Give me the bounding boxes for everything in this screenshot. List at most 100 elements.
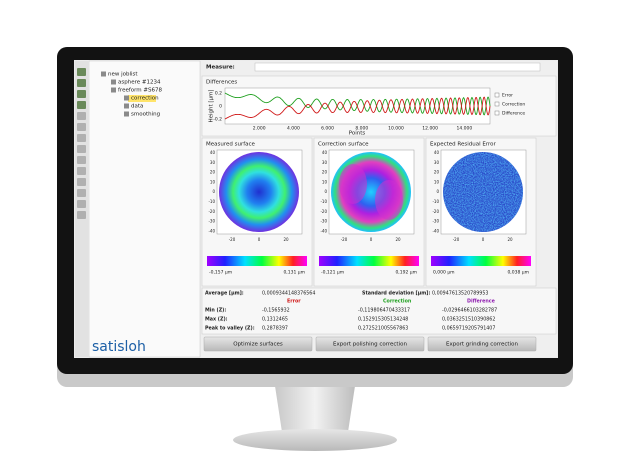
toolbar-icon[interactable] xyxy=(77,156,86,164)
legend-checkbox[interactable] xyxy=(494,92,500,98)
x-tick-label: 2.000 xyxy=(253,126,266,132)
stat-value: -0,119806470433317 xyxy=(358,308,410,314)
colorbar-max: 0,038 µm xyxy=(507,270,529,276)
colorbar-max: 0,131 µm xyxy=(283,270,305,276)
map-y-tick: 30 xyxy=(322,160,328,165)
map-x-tick: 0 xyxy=(258,237,261,242)
stat-label: Max (Z): xyxy=(205,317,228,323)
map-y-tick: 20 xyxy=(210,170,216,175)
toolbar-icon[interactable] xyxy=(77,101,86,109)
tree-selection xyxy=(128,95,156,102)
stat-header: Error xyxy=(287,299,301,305)
map-y-tick: 20 xyxy=(434,170,440,175)
x-tick-label: 12.000 xyxy=(422,126,438,132)
tree-item[interactable]: freeform #S678 xyxy=(118,88,163,94)
x-tick-label: 14.000 xyxy=(456,126,472,132)
map-title: Correction surface xyxy=(318,142,369,148)
toolbar-icon[interactable] xyxy=(77,167,86,175)
map-y-tick: -30 xyxy=(432,219,439,224)
map-noise xyxy=(443,152,523,232)
map-y-tick: 10 xyxy=(210,179,216,184)
toolbar-icon[interactable] xyxy=(77,145,86,153)
legend-checkbox[interactable] xyxy=(494,110,500,116)
map-y-tick: 30 xyxy=(434,160,440,165)
toolbar-icon[interactable] xyxy=(77,211,86,219)
y-tick-label: 0.2 xyxy=(215,91,222,97)
tree-item[interactable]: smoothing xyxy=(131,112,160,118)
tree-icon xyxy=(124,95,129,101)
tree-item[interactable]: asphere #1234 xyxy=(118,80,161,86)
stat-value: 0,0009344148376564 xyxy=(262,291,315,297)
tree-icon xyxy=(124,103,129,109)
tree-icon xyxy=(111,87,116,93)
stat-value: -0,1565932 xyxy=(262,308,290,314)
map-y-tick: 0 xyxy=(212,189,215,194)
stat-value: 0,152915305134248 xyxy=(358,317,408,323)
map-x-tick: -20 xyxy=(229,237,236,242)
map-y-tick: -20 xyxy=(432,209,439,214)
button[interactable] xyxy=(315,336,425,352)
map-blob xyxy=(375,180,403,220)
button-label[interactable]: Export polishing correction xyxy=(333,342,407,348)
map-y-tick: 10 xyxy=(322,179,328,184)
map-y-tick: -20 xyxy=(208,209,215,214)
colorbar xyxy=(319,256,419,266)
map-y-tick: 20 xyxy=(322,170,328,175)
toolbar-icon[interactable] xyxy=(77,200,86,208)
toolbar-icon[interactable] xyxy=(77,79,86,87)
button[interactable] xyxy=(203,336,313,352)
button[interactable] xyxy=(427,336,537,352)
stat-value: 0,00947613520789953 xyxy=(432,291,488,297)
x-tick-label: 4.000 xyxy=(287,126,300,132)
toolbar-icon[interactable] xyxy=(77,123,86,131)
toolbar-icon[interactable] xyxy=(77,90,86,98)
tree-item[interactable]: data xyxy=(131,104,143,110)
tree-item[interactable]: correction xyxy=(131,96,159,102)
colorbar-max: 0,192 µm xyxy=(395,270,417,276)
stat-value: 0,0363251510390862 xyxy=(442,317,495,323)
legend-label: Error xyxy=(502,93,513,99)
toolbar-icon[interactable] xyxy=(77,134,86,142)
colorbar-min: -0,157 µm xyxy=(209,270,232,276)
measure-label: Measure: xyxy=(206,65,235,71)
stats-panel xyxy=(201,287,557,335)
map-x-tick: 20 xyxy=(507,237,513,242)
stat-value: 0,272521005567863 xyxy=(358,326,408,332)
map-y-tick: -40 xyxy=(208,228,215,233)
map-y-tick: 0 xyxy=(436,189,439,194)
map-x-tick: 0 xyxy=(482,237,485,242)
stat-label: Min (Z): xyxy=(205,308,226,314)
toolbar-icon[interactable] xyxy=(77,112,86,120)
legend-label: Correction xyxy=(502,102,525,108)
y-tick-label: -0.2 xyxy=(213,117,222,123)
colorbar xyxy=(431,256,531,266)
legend-label: Difference xyxy=(502,111,525,117)
map-y-tick: 40 xyxy=(210,150,216,155)
stat-value: -0,0296466103282787 xyxy=(442,308,497,314)
map-y-tick: 40 xyxy=(434,150,440,155)
tree-item[interactable]: new joblist xyxy=(108,72,138,78)
tree-icon xyxy=(124,111,129,117)
map-x-tick: -20 xyxy=(453,237,460,242)
differences-y-label: Height [µm] xyxy=(209,89,215,122)
toolbar-icon[interactable] xyxy=(77,178,86,186)
stat-label: Standard deviation [µm]: xyxy=(362,291,430,297)
toolbar-icon[interactable] xyxy=(77,68,86,76)
stat-value: 0,2878397 xyxy=(262,326,288,332)
map-y-tick: 0 xyxy=(324,189,327,194)
differences-curve xyxy=(224,96,491,120)
stat-header: Difference xyxy=(467,299,496,305)
stand-base xyxy=(233,429,397,451)
stand-neck xyxy=(275,386,355,432)
stat-value: 0,1312465 xyxy=(262,317,288,323)
map-title: Measured surface xyxy=(206,142,256,148)
button-label[interactable]: Optimize surfaces xyxy=(233,342,283,348)
button-label[interactable]: Export grinding correction xyxy=(446,342,518,348)
map-y-tick: -10 xyxy=(432,199,439,204)
legend-checkbox[interactable] xyxy=(494,101,500,107)
tree-icon xyxy=(101,71,106,77)
map-y-tick: -20 xyxy=(320,209,327,214)
toolbar-icon[interactable] xyxy=(77,189,86,197)
